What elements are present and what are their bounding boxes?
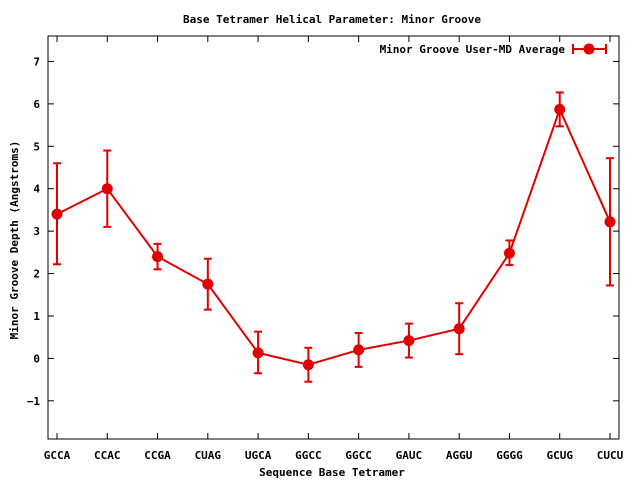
legend-label-minor-groove: Minor Groove User-MD Average [380,43,566,56]
x-tick-label: AGGU [446,449,473,462]
y-tick-label: 5 [33,140,40,153]
data-point [604,216,616,228]
x-tick-label: CCGA [144,449,171,462]
x-tick-label: GGCC [295,449,322,462]
legend: Minor Groove User-MD Average [380,43,607,56]
data-point [51,208,63,220]
data-point [503,247,515,259]
y-axis: −1 0 1 2 3 4 5 6 7 [27,55,619,408]
series-line [56,106,611,366]
data-point [554,103,566,115]
data-point [302,359,314,371]
y-tick-label: 0 [33,352,40,365]
x-tick-label: GGCC [345,449,372,462]
data-point [403,335,415,347]
y-tick-label: 2 [33,268,40,281]
data-point [101,183,113,195]
plot-area-frame [47,35,620,440]
x-tick-label: GGGG [496,449,523,462]
data-point [252,347,264,359]
x-axis: GCCA CCAC CCGA CUAG UGCA GGCC GGCC GAUC AGGU GGGG… [44,36,624,462]
y-tick-label: 7 [33,55,40,68]
x-tick-label: UGCA [245,449,272,462]
x-tick-label: GCUG [546,449,573,462]
data-point [353,344,365,356]
data-point [453,323,465,335]
x-tick-label: CCAC [94,449,121,462]
x-axis-label: Sequence Base Tetramer [259,466,405,479]
x-tick-label: GCCA [44,449,71,462]
data-point [152,251,164,263]
y-tick-label: 6 [33,98,40,111]
series-layer [51,91,616,383]
x-tick-label: CUCU [597,449,624,462]
legend-marker [583,43,595,55]
y-axis-label: Minor Groove Depth (Angstroms) [8,141,21,340]
data-point [202,278,214,290]
y-tick-label: 1 [33,310,40,323]
x-tick-label: CUAG [195,449,222,462]
y-tick-label: 3 [33,225,40,238]
x-tick-label: GAUC [396,449,423,462]
y-tick-label: 4 [33,183,40,196]
chart-title: Base Tetramer Helical Parameter: Minor G… [183,13,481,26]
y-tick-label: −1 [27,395,41,408]
